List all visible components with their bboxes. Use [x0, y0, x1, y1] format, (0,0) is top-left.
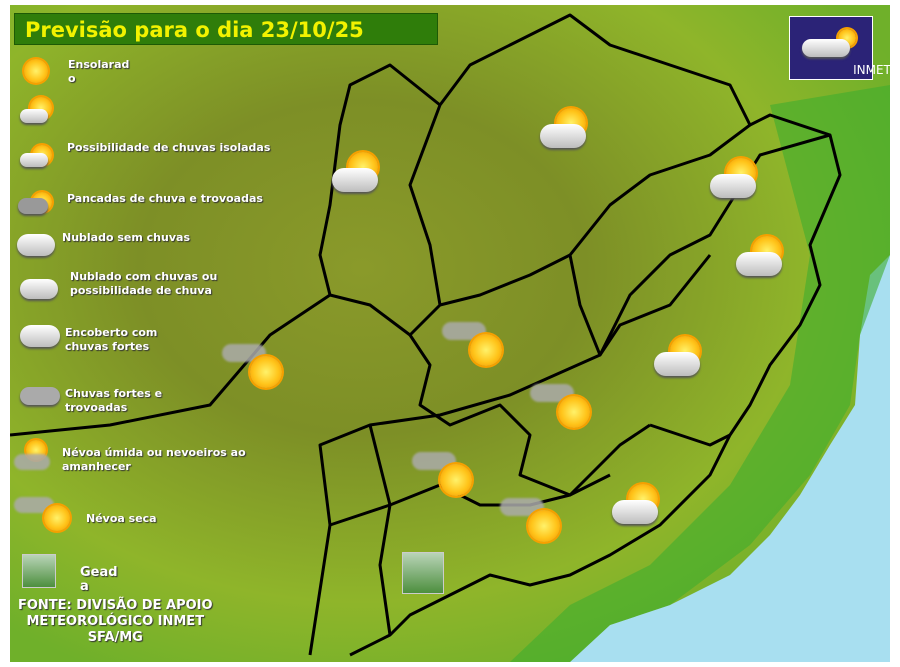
page-title: Previsão para o dia 23/10/25 — [14, 13, 438, 45]
map-borders — [10, 13, 890, 662]
partly-cloudy-icon — [652, 336, 708, 380]
haze-icon — [442, 322, 502, 366]
legend-isolated-showers-icon — [18, 143, 74, 187]
legend-haze-icon — [14, 495, 70, 539]
legend-sunny-icon — [18, 55, 74, 99]
region-border — [318, 63, 441, 296]
legend-label: Nublado sem chuvas — [62, 231, 190, 244]
state-border — [308, 133, 842, 657]
region-border — [649, 423, 731, 447]
legend-overcast-heavy-rain-icon — [18, 323, 74, 367]
legend-cloudy-icon — [15, 228, 71, 272]
partly-cloudy-icon — [708, 158, 764, 202]
frost-icon — [402, 552, 444, 594]
partly-cloudy-icon — [734, 236, 790, 280]
legend-label: Névoa úmida ou nevoeiros ao amanhecer — [62, 446, 246, 473]
legend-label: Possibilidade de chuvas isoladas — [67, 141, 271, 154]
region-border — [568, 254, 712, 357]
haze-icon — [500, 498, 560, 542]
source-credit: FONTE: DIVISÃO DE APOIO METEOROLÓGICO IN… — [18, 598, 213, 646]
legend-label: Pancadas de chuva e trovoadas — [67, 192, 263, 205]
legend-frost-icon — [22, 554, 56, 588]
forecast-map — [10, 5, 890, 662]
region-border — [439, 123, 751, 307]
legend-fog-icon — [14, 438, 70, 482]
legend-label: Nublado com chuvas ou possibilidade de c… — [70, 270, 218, 297]
region-border — [10, 13, 831, 437]
legend-thunder-showers-icon — [18, 190, 74, 234]
haze-icon — [412, 452, 472, 496]
source-line: FONTE: DIVISÃO DE APOIO — [18, 598, 213, 613]
legend-label: Chuvas fortes e trovoadas — [65, 387, 163, 414]
inmet-logo: INMET — [789, 16, 891, 80]
partly-cloudy-icon — [330, 152, 386, 196]
partly-cloudy-icon — [610, 484, 666, 528]
legend-label: Ensolarad o — [68, 58, 130, 85]
legend-heavy-rain-thunder-icon — [18, 385, 74, 429]
legend-label: Névoa seca — [86, 512, 157, 525]
legend-label: Gead a — [80, 565, 118, 594]
ocean — [570, 255, 890, 662]
logo-text: INMET — [853, 63, 891, 77]
haze-icon — [530, 384, 590, 428]
legend-cloudy-rain-icon — [18, 273, 74, 317]
source-line: SFA/MG — [87, 630, 143, 645]
legend-label: Encoberto com chuvas fortes — [65, 326, 158, 353]
region-border — [408, 334, 651, 497]
coast-green — [510, 85, 890, 662]
legend-partly-cloudy-icon — [18, 95, 74, 139]
region-border — [368, 424, 392, 636]
partly-cloudy-icon — [538, 108, 594, 152]
haze-icon — [222, 344, 282, 388]
source-line: METEOROLÓGICO INMET — [26, 614, 205, 629]
